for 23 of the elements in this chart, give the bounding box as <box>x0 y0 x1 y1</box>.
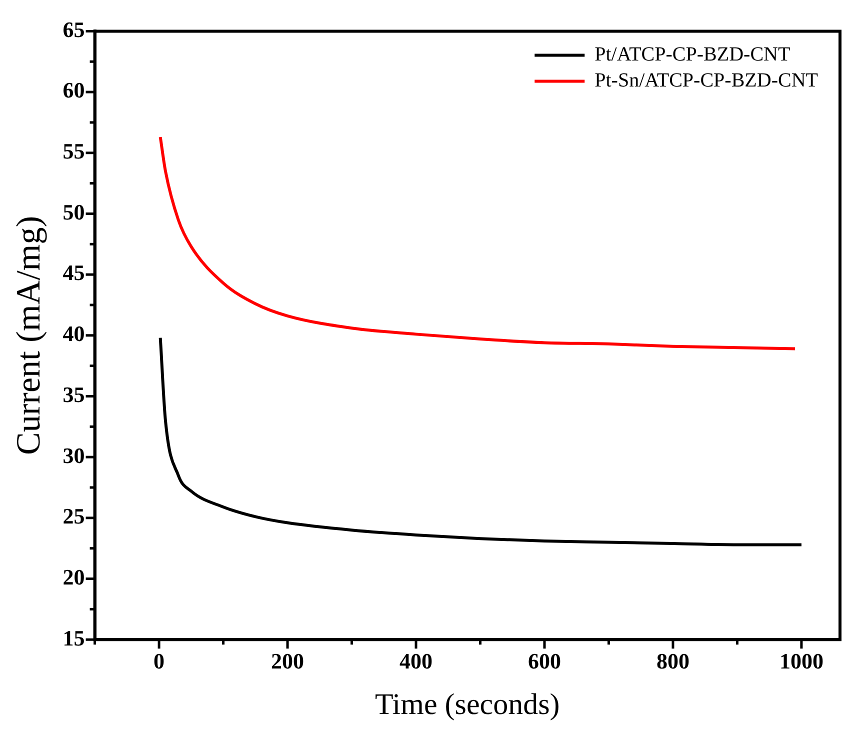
y-tick-label: 30 <box>62 442 85 468</box>
legend-label: Pt-Sn/ATCP-CP-BZD-CNT <box>594 69 818 92</box>
y-tick-label: 55 <box>62 138 85 164</box>
x-tick-label: 0 <box>154 648 165 674</box>
y-tick-label: 20 <box>62 564 85 590</box>
x-axis-title: Time (seconds) <box>375 688 560 721</box>
x-tick-label: 800 <box>656 648 690 674</box>
y-tick-label: 25 <box>62 504 85 529</box>
x-tick-label: 400 <box>400 648 433 674</box>
x-tick-label: 200 <box>271 648 304 674</box>
y-tick-label: 65 <box>62 16 85 42</box>
x-tick-label: 1000 <box>779 648 824 674</box>
y-axis-title: Current (mA/mg) <box>10 216 48 455</box>
y-tick-label: 15 <box>62 625 85 650</box>
legend-label: Pt/ATCP-CP-BZD-CNT <box>594 43 790 66</box>
y-tick-label: 45 <box>62 260 85 286</box>
y-tick-label: 50 <box>62 199 85 224</box>
line-series <box>158 336 803 546</box>
y-tick-label: 40 <box>62 321 85 346</box>
line-series <box>158 136 797 350</box>
y-tick-label: 35 <box>62 382 85 407</box>
x-tick-label: 600 <box>528 648 561 674</box>
y-tick-label: 60 <box>62 78 85 103</box>
